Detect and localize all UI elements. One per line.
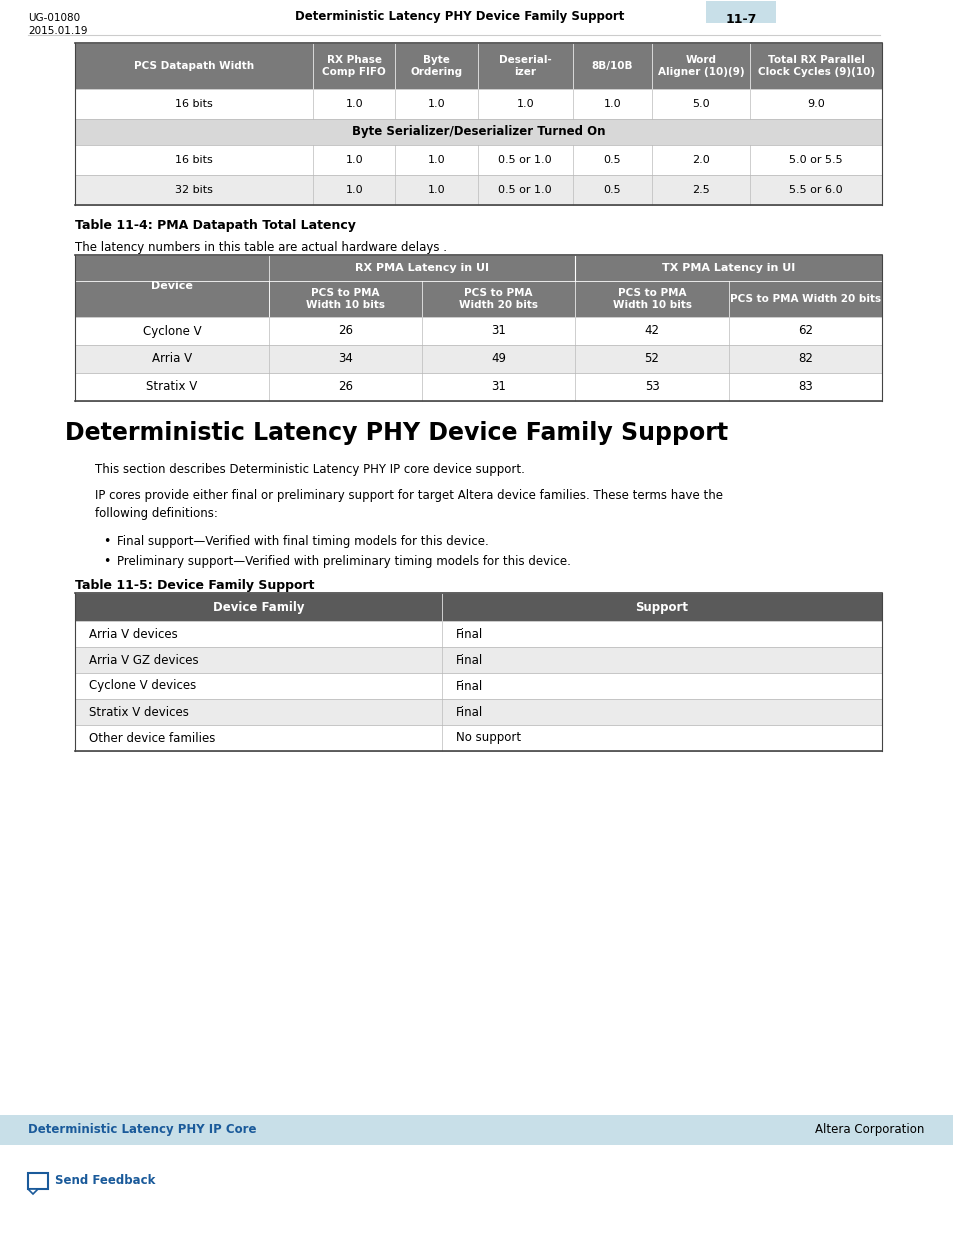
Text: 16 bits: 16 bits <box>175 99 213 109</box>
Text: 34: 34 <box>337 352 353 366</box>
Text: Deterministic Latency PHY Device Family Support: Deterministic Latency PHY Device Family … <box>295 10 624 23</box>
Bar <box>75 254 882 282</box>
Text: 5.5 or 6.0: 5.5 or 6.0 <box>788 185 842 195</box>
Text: Device: Device <box>151 282 193 291</box>
Text: Final: Final <box>456 653 483 667</box>
Bar <box>75 119 882 144</box>
Bar <box>75 144 882 175</box>
Text: PCS to PMA Width 20 bits: PCS to PMA Width 20 bits <box>729 294 880 304</box>
Bar <box>75 373 882 401</box>
Text: 8B/10B: 8B/10B <box>591 61 633 70</box>
Text: 0.5: 0.5 <box>603 156 620 165</box>
Bar <box>75 673 882 699</box>
Text: Stratix V devices: Stratix V devices <box>89 705 189 719</box>
Text: Device Family: Device Family <box>213 600 304 614</box>
Text: 32 bits: 32 bits <box>175 185 213 195</box>
Text: 31: 31 <box>491 380 506 394</box>
Text: 16 bits: 16 bits <box>175 156 213 165</box>
Text: Word
Aligner (10)(9): Word Aligner (10)(9) <box>658 56 743 77</box>
Text: 1.0: 1.0 <box>427 185 445 195</box>
Text: 82: 82 <box>797 352 812 366</box>
Text: Final: Final <box>456 679 483 693</box>
Text: Table 11-5: Device Family Support: Table 11-5: Device Family Support <box>75 579 314 592</box>
Text: Deserial-
izer: Deserial- izer <box>498 56 551 77</box>
Text: The latency numbers in this table are actual hardware delays .: The latency numbers in this table are ac… <box>75 241 447 254</box>
Text: PCS to PMA
Width 20 bits: PCS to PMA Width 20 bits <box>458 288 537 310</box>
Text: Altera Corporation: Altera Corporation <box>814 1124 923 1136</box>
Text: Final: Final <box>456 627 483 641</box>
Text: 52: 52 <box>644 352 659 366</box>
Text: Cyclone V: Cyclone V <box>142 325 201 337</box>
Bar <box>75 282 882 317</box>
Text: •: • <box>103 555 111 568</box>
Text: Byte Serializer/Deserializer Turned On: Byte Serializer/Deserializer Turned On <box>352 126 604 138</box>
Text: 1.0: 1.0 <box>603 99 620 109</box>
Text: 1.0: 1.0 <box>345 156 363 165</box>
Text: Arria V devices: Arria V devices <box>89 627 177 641</box>
Text: PCS to PMA
Width 10 bits: PCS to PMA Width 10 bits <box>612 288 691 310</box>
Text: No support: No support <box>456 731 520 745</box>
Text: Final: Final <box>456 705 483 719</box>
Text: 1.0: 1.0 <box>345 185 363 195</box>
Text: Deterministic Latency PHY Device Family Support: Deterministic Latency PHY Device Family … <box>65 421 727 445</box>
Text: Deterministic Latency PHY IP Core: Deterministic Latency PHY IP Core <box>28 1124 256 1136</box>
Text: RX Phase
Comp FIFO: RX Phase Comp FIFO <box>322 56 386 77</box>
Text: 11-7: 11-7 <box>724 14 756 26</box>
Text: Total RX Parallel
Clock Cycles (9)(10): Total RX Parallel Clock Cycles (9)(10) <box>757 56 874 77</box>
Text: RX PMA Latency in UI: RX PMA Latency in UI <box>355 263 489 273</box>
Text: This section describes Deterministic Latency PHY IP core device support.: This section describes Deterministic Lat… <box>95 463 524 475</box>
Text: 1.0: 1.0 <box>427 99 445 109</box>
Text: PCS to PMA
Width 10 bits: PCS to PMA Width 10 bits <box>306 288 384 310</box>
Polygon shape <box>28 1189 38 1194</box>
Text: 1.0: 1.0 <box>345 99 363 109</box>
Text: 1.0: 1.0 <box>516 99 534 109</box>
Text: 53: 53 <box>644 380 659 394</box>
Bar <box>75 699 882 725</box>
Text: IP cores provide either final or preliminary support for target Altera device fa: IP cores provide either final or prelimi… <box>95 489 722 520</box>
Text: UG-01080
2015.01.19: UG-01080 2015.01.19 <box>28 14 88 36</box>
Text: 5.0 or 5.5: 5.0 or 5.5 <box>788 156 842 165</box>
Bar <box>75 89 882 119</box>
Bar <box>75 175 882 205</box>
Bar <box>705 1 775 23</box>
Text: 2.5: 2.5 <box>692 185 709 195</box>
Text: 5.0: 5.0 <box>692 99 709 109</box>
Text: Final support—Verified with final timing models for this device.: Final support—Verified with final timing… <box>117 535 488 548</box>
Text: Table 11-4: PMA Datapath Total Latency: Table 11-4: PMA Datapath Total Latency <box>75 219 355 232</box>
Bar <box>75 725 882 751</box>
Bar <box>75 647 882 673</box>
Text: 62: 62 <box>797 325 812 337</box>
Text: •: • <box>103 535 111 548</box>
Bar <box>28 1173 48 1189</box>
Text: Send Feedback: Send Feedback <box>55 1174 155 1188</box>
Text: 42: 42 <box>644 325 659 337</box>
Text: 0.5 or 1.0: 0.5 or 1.0 <box>498 156 552 165</box>
Text: Cyclone V devices: Cyclone V devices <box>89 679 196 693</box>
Text: 1.0: 1.0 <box>427 156 445 165</box>
Text: Other device families: Other device families <box>89 731 215 745</box>
Text: 31: 31 <box>491 325 506 337</box>
Text: TX PMA Latency in UI: TX PMA Latency in UI <box>661 263 795 273</box>
Bar <box>75 593 882 621</box>
Text: Preliminary support—Verified with preliminary timing models for this device.: Preliminary support—Verified with prelim… <box>117 555 570 568</box>
Text: Byte
Ordering: Byte Ordering <box>410 56 462 77</box>
Text: 26: 26 <box>337 380 353 394</box>
Polygon shape <box>0 1115 953 1145</box>
Bar <box>75 621 882 647</box>
Text: 2.0: 2.0 <box>692 156 709 165</box>
Text: Arria V GZ devices: Arria V GZ devices <box>89 653 198 667</box>
Text: 0.5 or 1.0: 0.5 or 1.0 <box>498 185 552 195</box>
Bar <box>75 317 882 345</box>
Bar <box>75 43 882 89</box>
Text: PCS Datapath Width: PCS Datapath Width <box>133 61 253 70</box>
Text: Stratix V: Stratix V <box>146 380 197 394</box>
Text: 26: 26 <box>337 325 353 337</box>
Text: 49: 49 <box>491 352 506 366</box>
Text: Arria V: Arria V <box>152 352 192 366</box>
Text: 83: 83 <box>797 380 812 394</box>
Bar <box>75 345 882 373</box>
Text: 9.0: 9.0 <box>806 99 824 109</box>
Text: Support: Support <box>635 600 688 614</box>
Text: 0.5: 0.5 <box>603 185 620 195</box>
